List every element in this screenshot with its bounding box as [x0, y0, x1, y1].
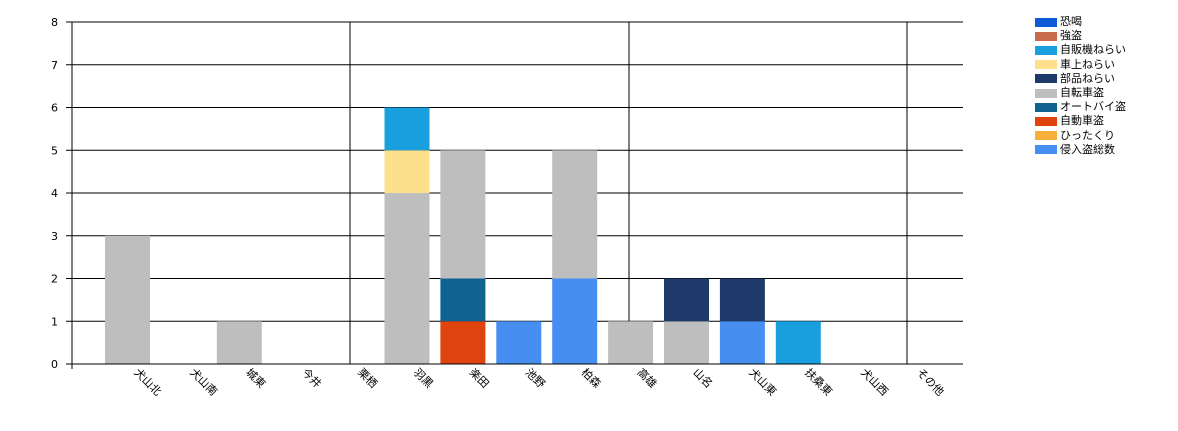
legend-swatch — [1035, 45, 1057, 55]
legend-item: オートバイ盗 — [1035, 100, 1126, 114]
x-tick-label: 犬山南 — [187, 365, 220, 398]
y-tick-label: 4 — [51, 187, 58, 200]
legend-label: 強盗 — [1060, 29, 1082, 43]
legend-label: 恐喝 — [1060, 15, 1082, 29]
legend-swatch — [1035, 131, 1057, 141]
legend-label: 自転車盗 — [1060, 86, 1104, 100]
x-tick-label: 高雄 — [634, 365, 659, 390]
legend: 恐喝 強盗 自販機ねらい 車上ねらい 部品ねらい 自転車盗 オートバイ盗 自動車盗 ひったくり侵… — [1035, 15, 1126, 157]
bar-segment — [719, 321, 765, 364]
legend-swatch — [1035, 145, 1057, 155]
x-tick-label: 扶桑東 — [802, 365, 835, 398]
y-tick-label: 1 — [51, 315, 58, 328]
legend-swatch — [1035, 88, 1057, 98]
bar-segment — [440, 278, 486, 322]
bar-segment — [552, 278, 598, 364]
x-tick-label: 山名 — [690, 365, 715, 390]
y-tick-label: 7 — [51, 59, 58, 72]
legend-item: 車上ねらい — [1035, 58, 1126, 72]
legend-swatch — [1035, 116, 1057, 126]
bar-segment — [384, 193, 430, 364]
x-tick-label: 柏森 — [579, 365, 604, 390]
bar-segment — [552, 150, 598, 279]
x-tick-label: その他 — [914, 366, 947, 399]
bar-segment — [496, 321, 542, 364]
legend-item: 自動車盗 — [1035, 114, 1126, 128]
bar-segment — [384, 150, 430, 193]
y-tick-label: 5 — [51, 144, 58, 157]
bar-segment — [719, 278, 765, 322]
bar-segment — [384, 107, 430, 151]
x-tick-label: 犬山東 — [746, 365, 779, 398]
legend-label: オートバイ盗 — [1060, 100, 1126, 114]
y-axis: 0 1 2 3 4 5 6 7 8 — [51, 16, 58, 371]
legend-swatch — [1035, 102, 1057, 112]
bar-segment — [105, 235, 150, 364]
legend-label: ひったくり — [1060, 128, 1115, 142]
y-tick-label: 0 — [51, 358, 58, 371]
x-tick-label: 今井 — [299, 365, 324, 390]
bar-segment — [440, 150, 486, 279]
bar-segment — [608, 321, 654, 364]
y-tick-label: 8 — [51, 16, 58, 29]
legend-item: 恐喝 — [1035, 15, 1126, 29]
y-tick-label: 3 — [51, 230, 58, 243]
bar-segment — [216, 321, 262, 364]
legend-swatch — [1035, 60, 1057, 70]
bar-segment — [775, 321, 821, 364]
bar-segment — [664, 278, 709, 322]
legend-item: 自販機ねらい — [1035, 43, 1126, 57]
gridlines — [66, 21, 963, 365]
x-tick-label: 犬山北 — [131, 365, 164, 398]
bars — [105, 107, 821, 364]
legend-item: ひったくり — [1035, 129, 1126, 143]
legend-swatch — [1035, 31, 1057, 41]
legend-swatch — [1035, 17, 1057, 27]
x-tick-label: 池野 — [523, 366, 548, 391]
bar-segment — [664, 321, 709, 364]
legend-label: 自動車盗 — [1060, 114, 1104, 128]
legend-item: 部品ねらい — [1035, 72, 1126, 86]
legend-item: 侵入盗総数 — [1035, 143, 1126, 157]
x-axis: 犬山北 犬山南 城東 今井 栗栖 羽黒 楽田 池野 柏森 高雄 山名 犬山東 扶桑東 犬山西 その他 — [71, 363, 963, 399]
x-tick-label: 城東 — [243, 366, 268, 391]
legend-label: 車上ねらい — [1060, 57, 1115, 71]
x-tick-label: 羽黒 — [411, 366, 436, 391]
x-tick-label: 楽田 — [467, 366, 492, 391]
y-tick-label: 6 — [51, 102, 58, 115]
x-tick-label: 犬山西 — [858, 365, 891, 398]
legend-item: 強盗 — [1035, 29, 1126, 43]
legend-swatch — [1035, 74, 1057, 84]
bar-segment — [440, 321, 486, 364]
legend-label: 部品ねらい — [1060, 71, 1115, 85]
y-tick-label: 2 — [51, 273, 58, 286]
legend-label: 侵入盗総数 — [1060, 142, 1115, 156]
x-tick-label: 栗栖 — [355, 365, 380, 390]
legend-label: 自販機ねらい — [1060, 43, 1126, 57]
legend-item: 自転車盗 — [1035, 86, 1126, 100]
